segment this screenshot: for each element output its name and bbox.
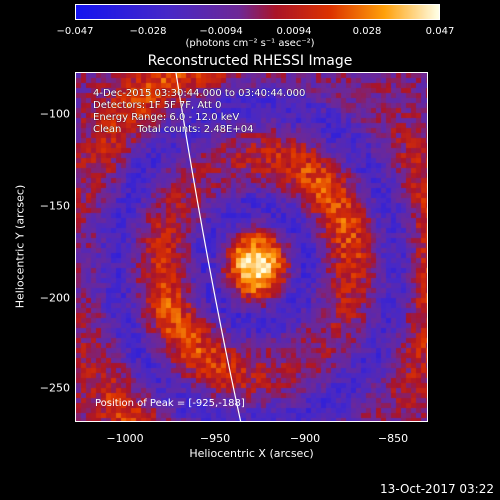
info-time-range: 4-Dec-2015 03:30:44.000 to 03:40:44.000	[93, 88, 306, 99]
peak-position: Position of Peak = [-925,-188]	[95, 398, 245, 409]
info-detectors: Detectors: 1F 5F 7F, Att 0	[93, 100, 222, 111]
image-title: Reconstructed RHESSI Image	[147, 53, 353, 69]
colorbar-tick-label: 0.0094	[276, 26, 312, 37]
limb-curve	[175, 73, 242, 421]
image-plot	[75, 72, 428, 422]
x-axis-title: Heliocentric X (arcsec)	[189, 447, 314, 460]
y-tick-label: −250	[39, 381, 70, 395]
solar-limb-line	[175, 73, 242, 421]
info-energy-range: Energy Range: 6.0 - 12.0 keV	[93, 112, 240, 123]
rhessi-image-map	[76, 73, 427, 421]
colorbar-tick-label: −0.028	[129, 26, 167, 37]
x-tick-label: −950	[199, 432, 231, 445]
y-tick-label: −150	[39, 199, 70, 213]
x-tick-label: −900	[289, 432, 321, 445]
info-clean-counts: Clean Total counts: 2.48E+04	[93, 124, 254, 135]
timestamp: 13-Oct-2017 03:22	[380, 482, 494, 496]
x-tick-label: −1000	[106, 432, 144, 445]
colorbar-tick-label: −0.047	[56, 26, 94, 37]
colorbar	[75, 4, 440, 20]
x-tick-label: −850	[377, 432, 409, 445]
colorbar-tick-label: 0.028	[352, 26, 382, 37]
colorbar-units: (photons cm⁻² s⁻¹ asec⁻²)	[185, 38, 315, 49]
colorbar-tick-label: 0.047	[425, 26, 455, 37]
y-axis-title: Heliocentric Y (arcsec)	[13, 184, 27, 309]
y-tick-label: −200	[39, 291, 70, 305]
y-tick-label: −100	[39, 107, 70, 121]
colorbar-tick-label: −0.0094	[199, 26, 243, 37]
